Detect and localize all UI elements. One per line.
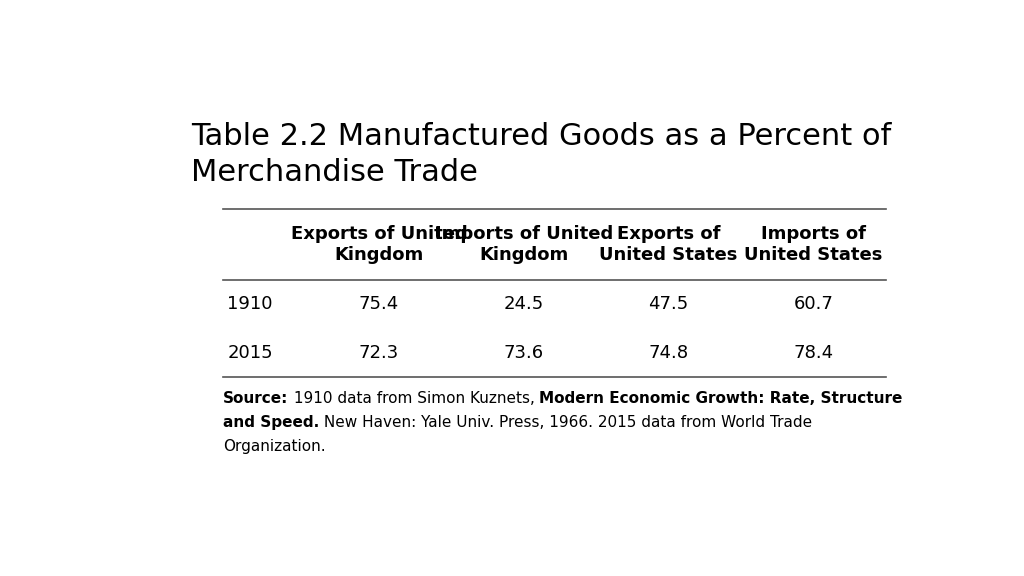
Text: 74.8: 74.8: [648, 344, 689, 362]
Text: 75.4: 75.4: [358, 295, 399, 313]
Text: Exports of United
Kingdom: Exports of United Kingdom: [291, 225, 467, 264]
Text: 47.5: 47.5: [648, 295, 689, 313]
Text: Organization.: Organization.: [223, 439, 326, 454]
Text: 72.3: 72.3: [358, 344, 399, 362]
Text: and Speed.: and Speed.: [223, 415, 319, 430]
Text: Exports of
United States: Exports of United States: [599, 225, 738, 264]
Text: New Haven: Yale Univ. Press, 1966. 2015 data from World Trade: New Haven: Yale Univ. Press, 1966. 2015 …: [319, 415, 813, 430]
Text: 60.7: 60.7: [794, 295, 834, 313]
Text: Table 2.2 Manufactured Goods as a Percent of
Merchandise Trade: Table 2.2 Manufactured Goods as a Percen…: [191, 122, 892, 187]
Text: Modern Economic Growth: Rate, Structure: Modern Economic Growth: Rate, Structure: [540, 391, 903, 406]
Text: 2015: 2015: [227, 344, 272, 362]
Text: Imports of
United States: Imports of United States: [744, 225, 883, 264]
Text: 78.4: 78.4: [794, 344, 834, 362]
Text: 1910: 1910: [227, 295, 272, 313]
Text: 24.5: 24.5: [504, 295, 544, 313]
Text: Imports of United
Kingdom: Imports of United Kingdom: [434, 225, 613, 264]
Text: 73.6: 73.6: [504, 344, 544, 362]
Text: 1910 data from Simon Kuznets,: 1910 data from Simon Kuznets,: [289, 391, 540, 406]
Text: Source:: Source:: [223, 391, 289, 406]
